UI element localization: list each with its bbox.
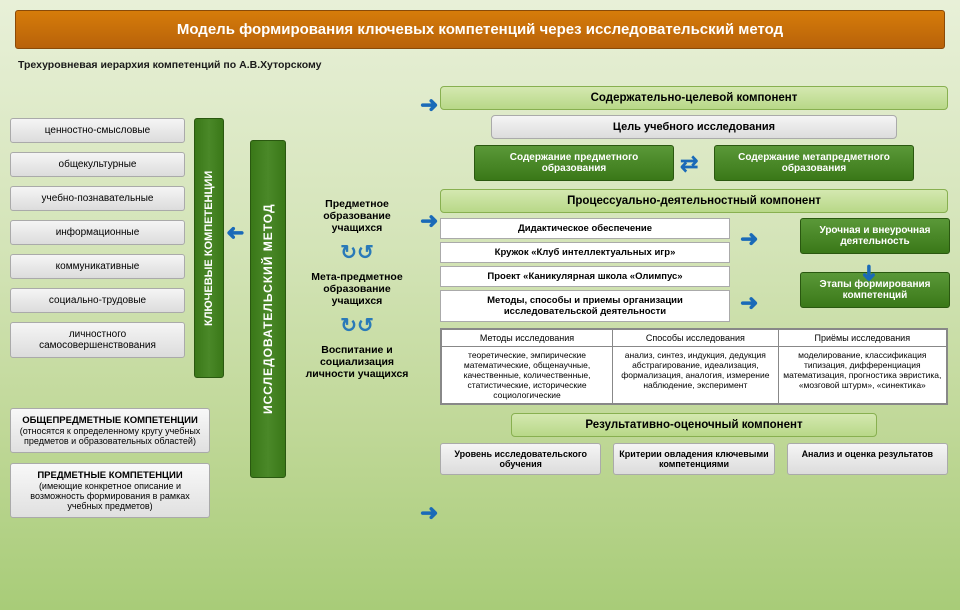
goal-header: Цель учебного исследования	[491, 115, 897, 139]
right-area: Содержательно-целевой компонент Цель уче…	[440, 86, 948, 475]
center-column: Предметное образование учащихся ↻↺ Мета-…	[298, 198, 416, 380]
comp-item: личностного самосовершенствования	[10, 322, 185, 358]
competency-list: ценностно-смысловые общекультурные учебн…	[10, 118, 185, 367]
club-box: Кружок «Клуб интеллектуальных игр»	[440, 242, 730, 263]
bottom-criteria: Критерии овладения ключевыми компетенция…	[613, 443, 774, 475]
arrow-icon: ➜	[420, 500, 438, 526]
td-methods: теоретические, эмпирические математическ…	[442, 347, 613, 404]
project-box: Проект «Каникулярная школа «Олимпус»	[440, 266, 730, 287]
didactic-box: Дидактическое обеспечение	[440, 218, 730, 239]
comp-item: ценностно-смысловые	[10, 118, 185, 143]
cycle-icon: ↻↺	[298, 313, 416, 338]
arrow-icon: ➜	[420, 208, 438, 234]
research-method-bar: ИССЛЕДОВАТЕЛЬСКИЙ МЕТОД	[250, 140, 286, 478]
cycle-icon: ↻↺	[298, 240, 416, 265]
comp-item: учебно-познавательные	[10, 186, 185, 211]
arrow-icon: ➜	[420, 92, 438, 118]
component-3: Результативно-оценочный компонент	[511, 413, 877, 437]
component-1: Содержательно-целевой компонент	[440, 86, 948, 110]
center-t3: Воспитание и социализация личности учащи…	[298, 344, 416, 380]
arrow-icon: ➜	[226, 220, 244, 246]
main-title: Модель формирования ключевых компетенций…	[15, 10, 945, 49]
td-techniques: моделирование, классификация типизация, …	[778, 347, 946, 404]
center-t2: Мета-предметное образование учащихся	[298, 271, 416, 307]
methods-box: Методы, способы и приемы организации исс…	[440, 290, 730, 322]
arrow-icon: ➜	[856, 264, 882, 282]
content-subject: Содержание предметного образования	[474, 145, 674, 181]
comp-item: коммуникативные	[10, 254, 185, 279]
th-ways: Способы исследования	[613, 330, 779, 347]
center-t1: Предметное образование учащихся	[298, 198, 416, 234]
research-table: Методы исследования Способы исследования…	[440, 328, 948, 405]
td-ways: анализ, синтез, индукция, дедукция абстр…	[613, 347, 779, 404]
arrow-icon: ➜	[740, 290, 758, 316]
general-competencies: ОБЩЕПРЕДМЕТНЫЕ КОМПЕТЕНЦИИ (относятся к …	[10, 408, 210, 453]
key-competencies-bar: КЛЮЧЕВЫЕ КОМПЕТЕНЦИИ	[194, 118, 224, 378]
bottom-analysis: Анализ и оценка результатов	[787, 443, 948, 475]
cycle-arrow-icon: ⇄	[680, 151, 698, 177]
content-meta: Содержание метапредметного образования	[714, 145, 914, 181]
th-methods: Методы исследования	[442, 330, 613, 347]
comp-item: социально-трудовые	[10, 288, 185, 313]
activity-box: Урочная и внеурочная деятельность	[800, 218, 950, 254]
comp-item: информационные	[10, 220, 185, 245]
subject-competencies: ПРЕДМЕТНЫЕ КОМПЕТЕНЦИИ (имеющие конкретн…	[10, 463, 210, 518]
comp-item: общекультурные	[10, 152, 185, 177]
th-techniques: Приёмы исследования	[778, 330, 946, 347]
bottom-level: Уровень исследовательского обучения	[440, 443, 601, 475]
arrow-icon: ➜	[740, 226, 758, 252]
component-2: Процессуально-деятельностный компонент	[440, 189, 948, 213]
subtitle: Трехуровневая иерархия компетенций по А.…	[0, 57, 960, 77]
